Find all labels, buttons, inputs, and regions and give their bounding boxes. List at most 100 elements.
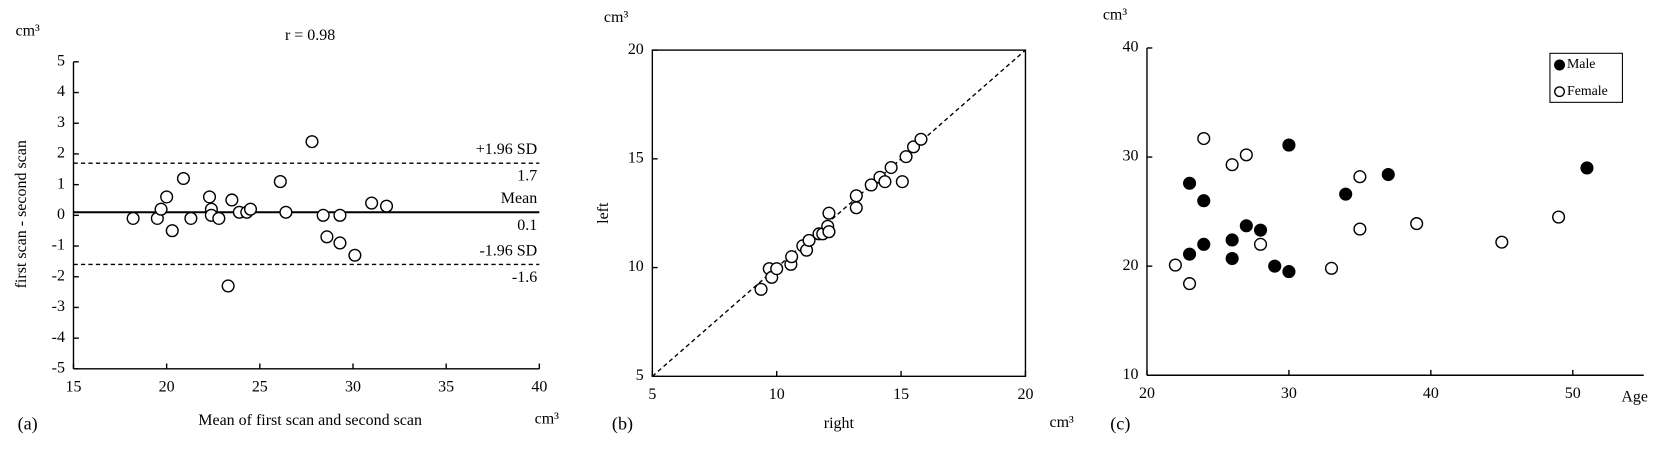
- data-point: [1183, 247, 1197, 261]
- data-point: [1253, 223, 1268, 237]
- data-point: [1239, 148, 1253, 162]
- x-tick-label: 5: [648, 386, 656, 403]
- identity-line: [651, 49, 1026, 377]
- x-tick-label: 15: [893, 386, 909, 403]
- data-point: [1168, 258, 1182, 272]
- x-tick-label: 35: [438, 379, 454, 396]
- data-point: [878, 175, 892, 189]
- x-tick-label: 40: [531, 379, 547, 396]
- data-point: [273, 175, 287, 189]
- data-point: [305, 135, 319, 149]
- y-tick-label: 10: [628, 258, 644, 275]
- y-tick-label: 15: [628, 150, 644, 167]
- chart-title: r = 0.98: [285, 27, 335, 44]
- data-point: [176, 171, 190, 186]
- data-point: [154, 202, 168, 216]
- data-point: [333, 208, 347, 222]
- data-point: [1197, 194, 1211, 208]
- data-point: [1225, 158, 1239, 172]
- x-unit: cm³: [535, 411, 560, 428]
- y-tick-label: 0: [57, 206, 65, 223]
- data-point: [1495, 235, 1509, 249]
- data-point: [348, 248, 362, 262]
- y-tick-label: 40: [1122, 39, 1138, 56]
- data-point: [202, 190, 217, 204]
- panel-label: (a): [18, 414, 38, 435]
- data-point: [212, 211, 226, 225]
- reference-line-label: +1.96 SD: [476, 141, 537, 158]
- data-point: [899, 150, 913, 164]
- reference-line-label: -1.96 SD: [479, 242, 537, 259]
- x-tick-label: 30: [345, 379, 361, 396]
- x-axis-label: Age: [1621, 388, 1648, 405]
- x-tick-label: 40: [1423, 385, 1439, 402]
- y-tick-label: 4: [57, 83, 65, 100]
- data-point: [365, 196, 379, 210]
- reference-line-label: Mean: [501, 190, 537, 207]
- data-point: [822, 206, 836, 220]
- x-axis-label: Mean of first scan and second scan: [198, 412, 422, 429]
- data-point: [126, 211, 140, 225]
- data-point: [1552, 210, 1566, 224]
- reference-line-value: 1.7: [517, 168, 537, 185]
- data-point: [895, 175, 909, 189]
- data-point: [333, 236, 347, 250]
- plot-frame: [651, 49, 1027, 378]
- data-point: [1197, 131, 1211, 146]
- y-tick-label: -5: [52, 360, 65, 377]
- x-tick-label: 20: [159, 379, 175, 396]
- panel-label: (b): [612, 414, 633, 435]
- data-point: [243, 202, 258, 216]
- data-point: [1282, 138, 1296, 152]
- reference-line-value: 0.1: [517, 217, 537, 234]
- x-tick-label: 50: [1565, 385, 1581, 402]
- y-tick-label: 3: [57, 114, 65, 131]
- data-point: [822, 225, 836, 239]
- data-point: [914, 132, 928, 146]
- legend-label: Male: [1567, 56, 1595, 71]
- y-tick-label: 1: [57, 175, 65, 192]
- data-point: [1381, 167, 1395, 182]
- y-tick-label: 5: [636, 367, 644, 384]
- data-point: [1282, 265, 1296, 279]
- legend-marker: [1554, 59, 1566, 71]
- data-point: [1225, 233, 1239, 247]
- data-point: [1239, 219, 1253, 233]
- y-tick-label: 2: [57, 145, 65, 162]
- data-point: [320, 230, 334, 244]
- data-point: [754, 282, 768, 296]
- data-point: [884, 160, 898, 175]
- data-point: [184, 211, 198, 225]
- y-unit: cm³: [604, 9, 629, 26]
- y-tick-label: 20: [1122, 257, 1138, 274]
- panel-label: (c): [1110, 414, 1130, 435]
- y-tick-label: -1: [52, 237, 65, 254]
- data-point: [279, 205, 293, 219]
- y-tick-label: 20: [628, 41, 644, 58]
- legend-label: Female: [1567, 83, 1608, 98]
- x-tick-label: 20: [1017, 386, 1033, 403]
- x-tick-label: 30: [1281, 385, 1297, 402]
- data-point: [225, 193, 239, 207]
- y-tick-label: 30: [1122, 148, 1138, 165]
- legend-marker: [1554, 86, 1566, 98]
- data-point: [802, 233, 816, 247]
- data-point: [379, 199, 394, 213]
- data-point: [785, 250, 799, 264]
- data-point: [1225, 251, 1239, 266]
- data-point: [1339, 187, 1353, 201]
- x-tick-label: 15: [65, 379, 81, 396]
- x-tick-label: 20: [1139, 385, 1155, 402]
- x-tick-label: 10: [769, 386, 785, 403]
- data-point: [1253, 237, 1268, 251]
- data-point: [1268, 259, 1282, 273]
- data-point: [1183, 176, 1197, 190]
- data-point: [849, 201, 863, 215]
- y-tick-label: -4: [52, 329, 65, 346]
- x-tick-label: 25: [252, 379, 268, 396]
- data-point: [1353, 222, 1367, 236]
- data-point: [160, 190, 174, 204]
- reference-line-value: -1.6: [512, 269, 537, 286]
